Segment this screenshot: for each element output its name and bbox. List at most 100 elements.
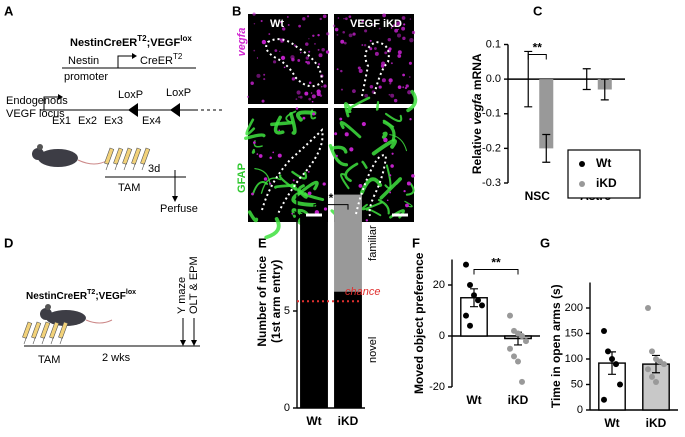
process <box>291 192 317 207</box>
puncta <box>314 210 320 215</box>
overlay: Wt VEGF iKD <box>261 18 408 217</box>
puncta <box>292 179 295 182</box>
needle <box>32 336 36 345</box>
data-point <box>463 312 469 319</box>
process <box>285 110 297 123</box>
puncta <box>295 98 298 101</box>
puncta <box>256 153 259 155</box>
loxp-label: LoxP <box>118 89 143 101</box>
puncta <box>374 51 379 56</box>
superscript: lox <box>126 289 136 296</box>
bar-segment <box>300 214 328 408</box>
bar-segment <box>334 291 362 408</box>
treatment: TAM <box>38 354 60 366</box>
syringe <box>31 321 42 339</box>
text: CreER <box>140 55 173 67</box>
puncta <box>405 203 409 208</box>
significance-label: * <box>329 191 334 205</box>
puncta <box>316 89 321 94</box>
puncta <box>307 191 312 196</box>
puncta <box>300 51 302 54</box>
process <box>297 180 319 195</box>
process <box>273 115 285 135</box>
data-point <box>601 327 607 334</box>
puncta <box>273 60 277 64</box>
panel-label: G <box>540 235 550 250</box>
cell-outline <box>261 127 324 215</box>
process <box>382 120 396 142</box>
arrow-head <box>180 340 197 346</box>
column-label: Wt <box>270 18 284 30</box>
puncta <box>312 112 316 116</box>
promoter-arrow <box>117 55 132 68</box>
promoter-label: promoter <box>64 71 108 83</box>
process <box>251 181 269 196</box>
text: ;VEGF <box>95 291 126 302</box>
puncta <box>298 24 302 28</box>
text: NestinCreER <box>26 291 88 302</box>
puncta <box>269 156 272 160</box>
puncta <box>402 86 405 89</box>
puncta <box>263 73 266 76</box>
y-tick-label: 0.1 <box>486 38 501 50</box>
process <box>344 162 359 183</box>
puncta <box>258 154 263 158</box>
process <box>291 170 308 180</box>
puncta <box>336 68 339 71</box>
x-tick-label: Wt <box>306 414 321 428</box>
data-point <box>479 302 485 309</box>
legend-label: iKD <box>596 176 617 190</box>
y-tick-label: 200 <box>565 302 583 314</box>
puncta <box>390 62 393 65</box>
process <box>330 145 348 154</box>
data-point <box>613 361 619 368</box>
puncta <box>404 86 408 90</box>
puncta <box>342 30 346 34</box>
panel-label: A <box>4 3 14 18</box>
puncta <box>274 49 278 53</box>
data-point <box>507 312 513 319</box>
superscript: lox <box>180 34 192 43</box>
syringe <box>104 147 115 165</box>
y-tick-label: 0 <box>577 404 583 416</box>
puncta <box>334 27 339 32</box>
treatment: TAM <box>118 182 140 194</box>
puncta <box>357 66 361 70</box>
puncta <box>340 69 343 73</box>
loxp-label: LoxP <box>166 87 191 99</box>
error-bar <box>542 133 551 163</box>
puncta <box>317 63 321 66</box>
puncta <box>323 207 328 211</box>
puncta <box>256 57 259 59</box>
puncta <box>253 23 256 25</box>
data-point <box>645 366 651 373</box>
error-bar <box>524 50 533 108</box>
puncta <box>308 81 312 85</box>
bar-segment <box>334 194 362 292</box>
puncta <box>389 191 392 194</box>
data-point <box>515 358 521 365</box>
significance-bracket <box>527 54 547 60</box>
puncta <box>380 64 385 68</box>
puncta <box>287 16 289 18</box>
puncta <box>397 50 402 55</box>
puncta <box>358 183 363 188</box>
process <box>289 112 297 135</box>
process <box>328 144 349 167</box>
puncta <box>326 32 330 36</box>
process <box>270 120 294 127</box>
panel-label: C <box>533 3 543 18</box>
process <box>405 182 415 196</box>
puncta <box>397 85 402 89</box>
puncta <box>405 84 409 88</box>
puncta <box>337 17 340 19</box>
puncta <box>280 41 282 43</box>
puncta <box>340 39 345 44</box>
puncta <box>390 93 395 98</box>
puncta <box>369 47 373 51</box>
puncta <box>280 21 283 24</box>
process <box>244 133 266 140</box>
puncta <box>387 37 392 42</box>
needle <box>23 336 27 345</box>
